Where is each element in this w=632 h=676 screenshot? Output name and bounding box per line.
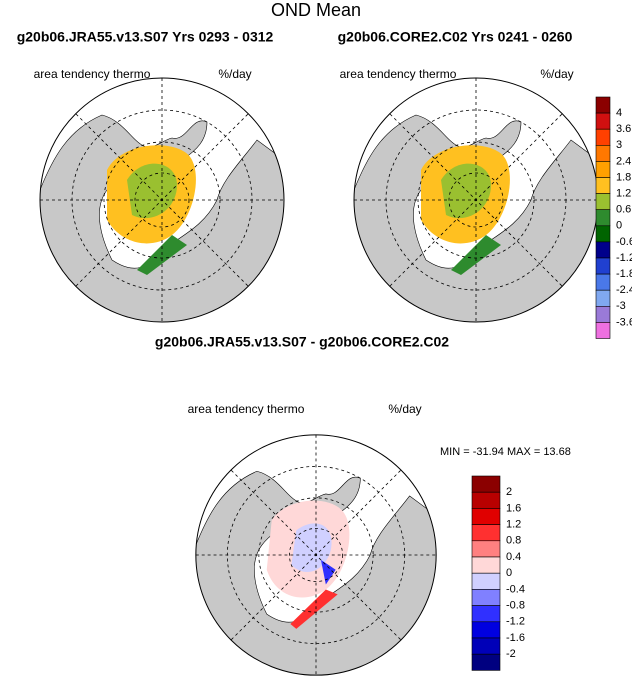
panel-title: g20b06.JRA55.v13.S07 - g20b06.CORE2.C02 (155, 334, 449, 350)
colorbar-label: 0 (616, 220, 622, 232)
colorbar-box (595, 273, 611, 291)
colorbar-label: -2.4 (616, 284, 632, 296)
colorbar-box (471, 637, 501, 655)
colorbar-box (471, 475, 501, 493)
colorbar-box (471, 491, 501, 509)
colorbar-label: 3 (616, 139, 622, 151)
colorbar-box (595, 209, 611, 227)
colorbar-box (471, 605, 501, 623)
colorbar-label: -1.2 (616, 252, 632, 264)
colorbar-box (595, 289, 611, 307)
colorbar-label: 1.6 (506, 502, 521, 514)
colorbar-box (595, 145, 611, 162)
figure-title: OND Mean (271, 0, 361, 20)
colorbars: 4 3.6 3 2.4 1.8 1.2 0.6 0 -0.6 -1.2 -1.8 -2.4 -3 -3.6… (471, 96, 632, 671)
colorbar-box (595, 225, 611, 243)
colorbar-label: -2 (506, 648, 516, 660)
colorbar-box (471, 524, 501, 542)
colorbar-label: 0.4 (506, 551, 521, 563)
colorbar-label: 1.2 (616, 188, 631, 200)
colorbar-label: 1.2 (506, 519, 521, 531)
colorbar-label: -0.6 (616, 236, 632, 248)
panel-units: %/day (540, 67, 573, 81)
panel-title: g20b06.CORE2.C02 Yrs 0241 - 0260 (338, 29, 573, 45)
colorbar-box (595, 177, 611, 194)
map (353, 77, 599, 323)
colorbar-label: -0.8 (506, 600, 525, 612)
colorbar-label: 3.6 (616, 123, 631, 135)
panel-label: area tendency thermo (188, 402, 305, 416)
colorbar-box (471, 540, 501, 558)
colorbar-box (595, 96, 611, 114)
colorbar-box (595, 257, 611, 275)
colorbar-box (595, 112, 611, 130)
colorbar-label: -1.8 (616, 268, 632, 280)
colorbar-box (471, 621, 501, 639)
colorbar-label: 0 (506, 567, 512, 579)
colorbar-label: -3.6 (616, 316, 632, 328)
colorbar-label: -3 (616, 300, 626, 312)
min-max-note: MIN = -31.94 MAX = 13.68 (440, 446, 571, 458)
panel-label: area tendency thermo (34, 67, 151, 81)
colorbar-box (595, 322, 611, 339)
colorbar-label: -0.4 (506, 583, 525, 595)
colorbar-label: 2 (506, 486, 512, 498)
map (195, 434, 437, 676)
panel-title: g20b06.JRA55.v13.S07 Yrs 0293 - 0312 (17, 29, 274, 45)
colorbar-box (471, 508, 501, 525)
colorbar-box (595, 128, 611, 146)
colorbar-box (595, 241, 611, 259)
colorbar-box (595, 305, 611, 323)
colorbar-box (595, 161, 611, 178)
colorbar-label: 1.8 (616, 171, 631, 183)
colorbar-box (471, 589, 501, 606)
panel-units: %/day (388, 402, 421, 416)
colorbar-label: 0.8 (506, 535, 521, 547)
colorbar-label: 4 (616, 107, 622, 119)
colorbar-label: 0.6 (616, 204, 631, 216)
panel-label: area tendency thermo (340, 67, 457, 81)
colorbar-box (595, 193, 611, 211)
colorbar-box (471, 572, 501, 590)
colorbar-box (471, 653, 501, 671)
map (39, 77, 285, 323)
colorbar-label: 2.4 (616, 155, 631, 167)
panel-units: %/day (218, 67, 251, 81)
colorbar-label: -1.6 (506, 632, 525, 644)
colorbar-box (471, 556, 501, 574)
colorbar-label: -1.2 (506, 616, 525, 628)
